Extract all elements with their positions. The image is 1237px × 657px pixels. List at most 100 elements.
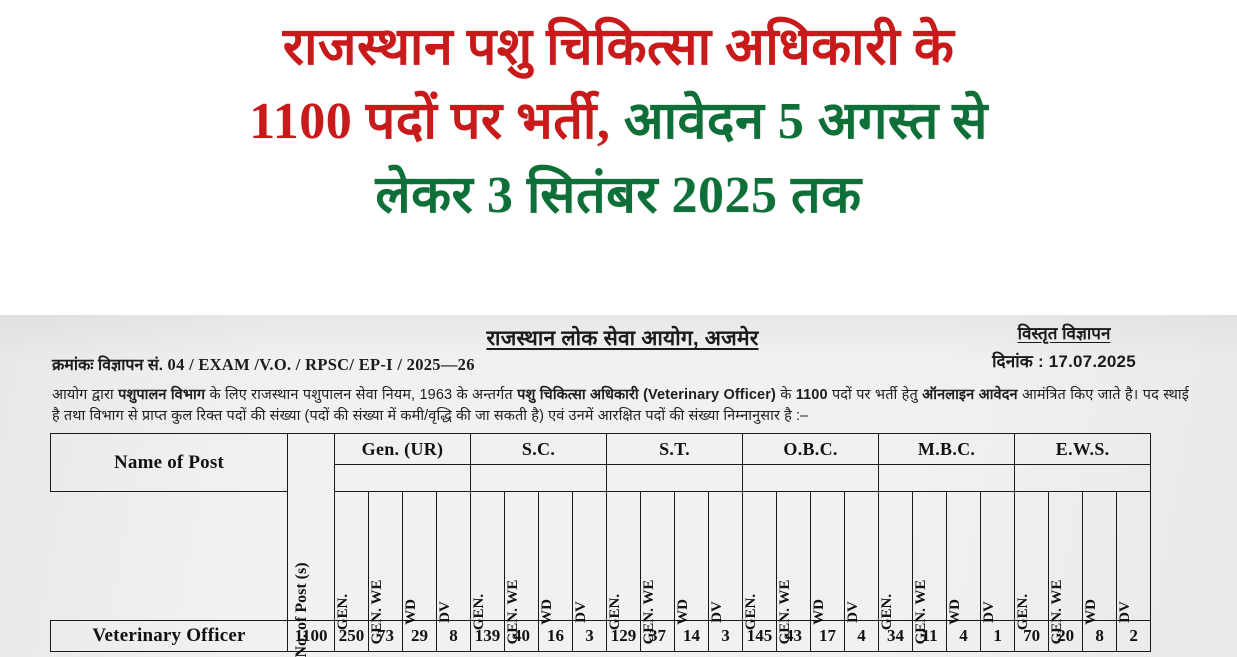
cell-m-b-c-dv: 1	[980, 620, 1016, 652]
cell-e-w-s-gen: 70	[1014, 620, 1050, 652]
document-header: राजस्थान लोक सेवा आयोग, अजमेर विस्तृत वि…	[50, 321, 1195, 379]
subhead-label: WD	[402, 599, 419, 625]
headline-line-2-red: 1100 पदों पर भर्ती,	[249, 93, 611, 150]
th-spacer-st	[606, 464, 744, 492]
th-no-of-posts: No. of Post (s)	[287, 433, 335, 657]
th-category-ews: E.W.S.	[1014, 433, 1152, 465]
subhead-label: DV	[1116, 601, 1133, 623]
table-header-row-spacer	[51, 464, 1152, 492]
th-name-of-post: Name of Post	[50, 433, 288, 492]
cell-o-b-c-dv: 4	[844, 620, 880, 652]
th-subhead-s-t-dv: DV	[708, 491, 744, 623]
th-spacer-gen-ur	[334, 464, 471, 492]
th-subhead-s-t-gen-we: GEN. WE	[640, 491, 676, 644]
subhead-label: DV	[980, 601, 997, 623]
th-subhead-e-w-s-dv: DV	[1116, 491, 1152, 623]
subhead-label: GEN.	[742, 593, 759, 631]
paragraph-run: 1100	[795, 387, 828, 403]
subhead-label: DV	[708, 601, 725, 623]
advertisement-number-prefix: क्रमांकः विज्ञापन सं.	[52, 357, 164, 374]
th-subhead-corner	[50, 491, 288, 621]
th-subhead-s-c-wd: WD	[538, 491, 573, 625]
cell-post-name: Veterinary Officer	[50, 620, 288, 652]
cell-s-c-wd: 16	[538, 620, 573, 652]
cell-s-t-wd: 14	[674, 620, 710, 652]
th-subhead-o-b-c-gen: GEN.	[742, 491, 778, 630]
subhead-label: WD	[538, 599, 555, 625]
subhead-label: GEN. WE	[640, 579, 657, 645]
cell-s-c-gen-we: 40	[504, 620, 539, 652]
subhead-label: GEN.	[878, 593, 895, 631]
th-subhead-s-t-wd: WD	[674, 491, 710, 625]
cell-e-w-s-dv: 2	[1116, 620, 1152, 652]
th-category-sc: S.C.	[469, 433, 608, 465]
paragraph-run: के	[775, 387, 796, 403]
cell-m-b-c-gen: 34	[878, 620, 914, 652]
subhead-label: GEN.	[470, 593, 487, 631]
detailed-advertisement-label: विस्तृत विज्ञापन	[1017, 324, 1111, 343]
organisation-title: राजस्थान लोक सेवा आयोग, अजमेर	[50, 324, 1195, 352]
paragraph-run: के लिए राजस्थान पशुपालन सेवा नियम, 1963 …	[205, 387, 518, 403]
subhead-label: GEN. WE	[368, 579, 385, 645]
table-head: Name of Post No. of Post (s) Gen. (UR) S…	[50, 433, 1152, 657]
paragraph-run: पदों पर भर्ती हेतु	[827, 387, 923, 403]
th-spacer-ews	[1014, 464, 1152, 492]
table-header-row-subheaders: GEN. GEN. WE WD DV GEN. GEN. WE WD DV GEN. GEN. W…	[50, 491, 1152, 644]
post-distribution-table-wrapper: Name of Post No. of Post (s) Gen. (UR) S…	[50, 433, 1195, 657]
subhead-label: GEN. WE	[504, 579, 521, 645]
th-category-obc: O.B.C.	[742, 433, 880, 465]
notification-paragraph: आयोग द्वारा पशुपालन विभाग के लिए राजस्था…	[52, 385, 1189, 427]
th-spacer-mbc	[878, 464, 1016, 492]
th-category-gen-ur: Gen. (UR)	[334, 433, 471, 465]
subhead-label: GEN. WE	[912, 579, 929, 645]
cell-gen-ur-dv: 8	[436, 620, 471, 652]
subhead-label: WD	[810, 599, 827, 625]
paragraph-run: पशु चिकित्सा अधिकारी (Veterinary Officer…	[517, 387, 776, 403]
paragraph-run: ऑनलाइन आवेदन	[922, 387, 1018, 403]
table-row: Veterinary Officer 1100 250 73 29 8 139 40 16 3…	[50, 620, 1152, 652]
th-subhead-m-b-c-gen: GEN.	[878, 491, 914, 630]
advertisement-number: क्रमांकः विज्ञापन सं. 04 / EXAM /V.O. / …	[52, 353, 475, 375]
cell-s-t-gen: 129	[606, 620, 642, 652]
paragraph-run: पशुपालन विभाग	[118, 387, 206, 403]
th-category-st: S.T.	[606, 433, 744, 465]
th-subhead-o-b-c-dv: DV	[844, 491, 880, 623]
advertisement-date: दिनांक : 17.07.2025	[992, 352, 1136, 371]
th-subhead-gen-ur-gen: GEN.	[334, 491, 369, 630]
subhead-label: GEN.	[1014, 593, 1031, 631]
subhead-label: WD	[946, 599, 963, 625]
advertisement-meta: विस्तृत विज्ञापन दिनांक : 17.07.2025	[959, 321, 1169, 372]
subhead-label: WD	[1082, 599, 1099, 625]
cell-s-t-gen-we: 37	[640, 620, 676, 652]
subhead-label: DV	[436, 601, 453, 623]
th-no-of-posts-label: No. of Post (s)	[293, 562, 310, 657]
th-subhead-m-b-c-wd: WD	[946, 491, 982, 625]
th-subhead-s-t-gen: GEN.	[606, 491, 642, 630]
cell-gen-ur-gen: 250	[334, 620, 369, 652]
th-subhead-o-b-c-wd: WD	[810, 491, 846, 625]
headline-line-2-green: आवेदन 5 अगस्त से	[623, 93, 988, 150]
table-header-row-categories: Name of Post No. of Post (s) Gen. (UR) S…	[50, 433, 1152, 657]
th-subhead-gen-ur-wd: WD	[402, 491, 437, 625]
subhead-label: DV	[572, 601, 589, 623]
cell-s-t-dv: 3	[708, 620, 744, 652]
th-category-mbc: M.B.C.	[878, 433, 1016, 465]
cell-s-c-dv: 3	[571, 620, 608, 652]
th-subhead-e-w-s-gen-we: GEN. WE	[1048, 491, 1084, 644]
cell-gen-ur-gen-we: 73	[368, 620, 403, 652]
th-subhead-s-c-dv: DV	[571, 491, 608, 623]
th-subhead-s-c-gen-we: GEN. WE	[504, 491, 539, 644]
organisation-title-text: राजस्थान लोक सेवा आयोग, अजमेर	[486, 327, 759, 350]
th-subhead-e-w-s-wd: WD	[1082, 491, 1118, 625]
cell-m-b-c-wd: 4	[946, 620, 982, 652]
subhead-label: GEN. WE	[776, 579, 793, 645]
cell-o-b-c-gen: 145	[742, 620, 778, 652]
cell-e-w-s-wd: 8	[1082, 620, 1118, 652]
subhead-label: GEN.	[334, 593, 351, 631]
th-subhead-gen-ur-dv: DV	[436, 491, 471, 623]
advertisement-number-value: 04 / EXAM /V.O. / RPSC/ EP-I / 2025—26	[167, 355, 475, 374]
cell-e-w-s-gen-we: 20	[1048, 620, 1084, 652]
cell-total-posts: 1100	[287, 620, 335, 652]
headline-line-1: राजस्थान पशु चिकित्सा अधिकारी के	[282, 19, 955, 76]
th-subhead-gen-ur-gen-we: GEN. WE	[368, 491, 403, 644]
